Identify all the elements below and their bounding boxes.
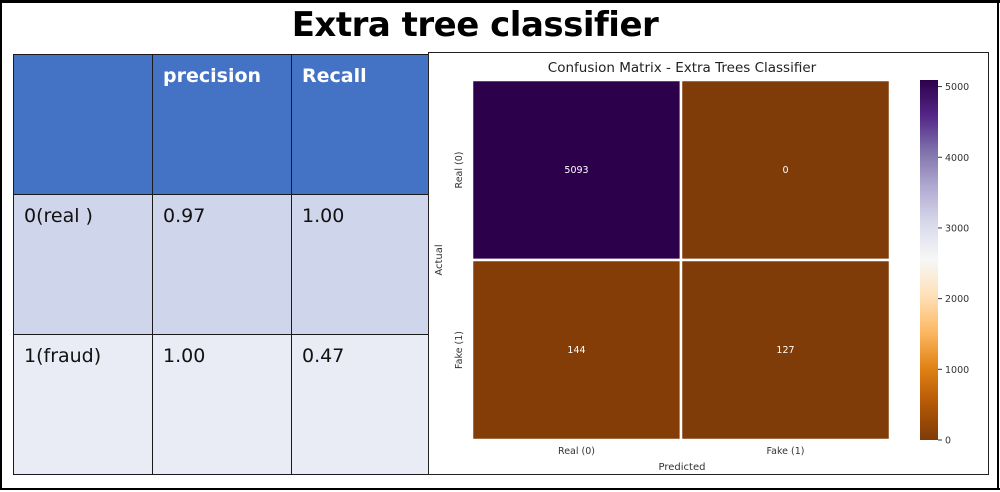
- frame-top-border: [0, 0, 1000, 3]
- cell-value-label: 5093: [564, 165, 588, 176]
- colorbar-tick-label: 0: [945, 436, 951, 447]
- heatmap-cell: [679, 78, 892, 262]
- confusion-matrix-svg: Confusion Matrix - Extra Trees Classifie…: [434, 60, 969, 473]
- x-tick-label: Fake (1): [767, 446, 805, 457]
- frame-bottom-border: [0, 488, 1000, 490]
- table-header-row: precision Recall: [13, 54, 432, 195]
- confusion-matrix-chart: Confusion Matrix - Extra Trees Classifie…: [428, 52, 989, 475]
- x-tick-label: Real (0): [558, 446, 595, 457]
- cell-value-label: 144: [567, 345, 585, 356]
- heatmap-cell: [470, 78, 683, 262]
- cell-recall-fraud: 0.47: [291, 334, 432, 475]
- header-empty-cell: [13, 54, 153, 195]
- frame-right-border: [997, 0, 999, 490]
- colorbar-tick-label: 5000: [945, 82, 969, 93]
- cell-value-label: 127: [776, 345, 794, 356]
- colorbar-tick-label: 3000: [945, 223, 969, 234]
- table-row: 0(real ) 0.97 1.00: [13, 194, 432, 335]
- header-precision: precision: [152, 54, 292, 195]
- cell-value-label: 0: [782, 165, 788, 176]
- frame-left-border: [0, 0, 2, 490]
- y-tick-label: Fake (1): [454, 331, 465, 369]
- y-tick-label: Real (0): [454, 152, 465, 189]
- table-row: 1(fraud) 1.00 0.47: [13, 334, 432, 475]
- chart-title: Confusion Matrix - Extra Trees Classifie…: [548, 60, 817, 76]
- y-axis-label: Actual: [434, 244, 445, 275]
- row-label-fraud: 1(fraud): [13, 334, 153, 475]
- heatmap-cell: [679, 258, 892, 442]
- colorbar-tick-label: 1000: [945, 365, 969, 376]
- x-axis-label: Predicted: [659, 462, 706, 473]
- cell-precision-fraud: 1.00: [152, 334, 292, 475]
- metrics-table: precision Recall 0(real ) 0.97 1.00 1(fr…: [13, 54, 432, 475]
- colorbar: [920, 80, 938, 440]
- row-label-real: 0(real ): [13, 194, 153, 335]
- header-recall: Recall: [291, 54, 432, 195]
- heatmap-cell: [470, 258, 683, 442]
- slide-title: Extra tree classifier: [291, 5, 659, 45]
- cell-precision-real: 0.97: [152, 194, 292, 335]
- colorbar-tick-label: 2000: [945, 294, 969, 305]
- colorbar-tick-label: 4000: [945, 153, 969, 164]
- cell-recall-real: 1.00: [291, 194, 432, 335]
